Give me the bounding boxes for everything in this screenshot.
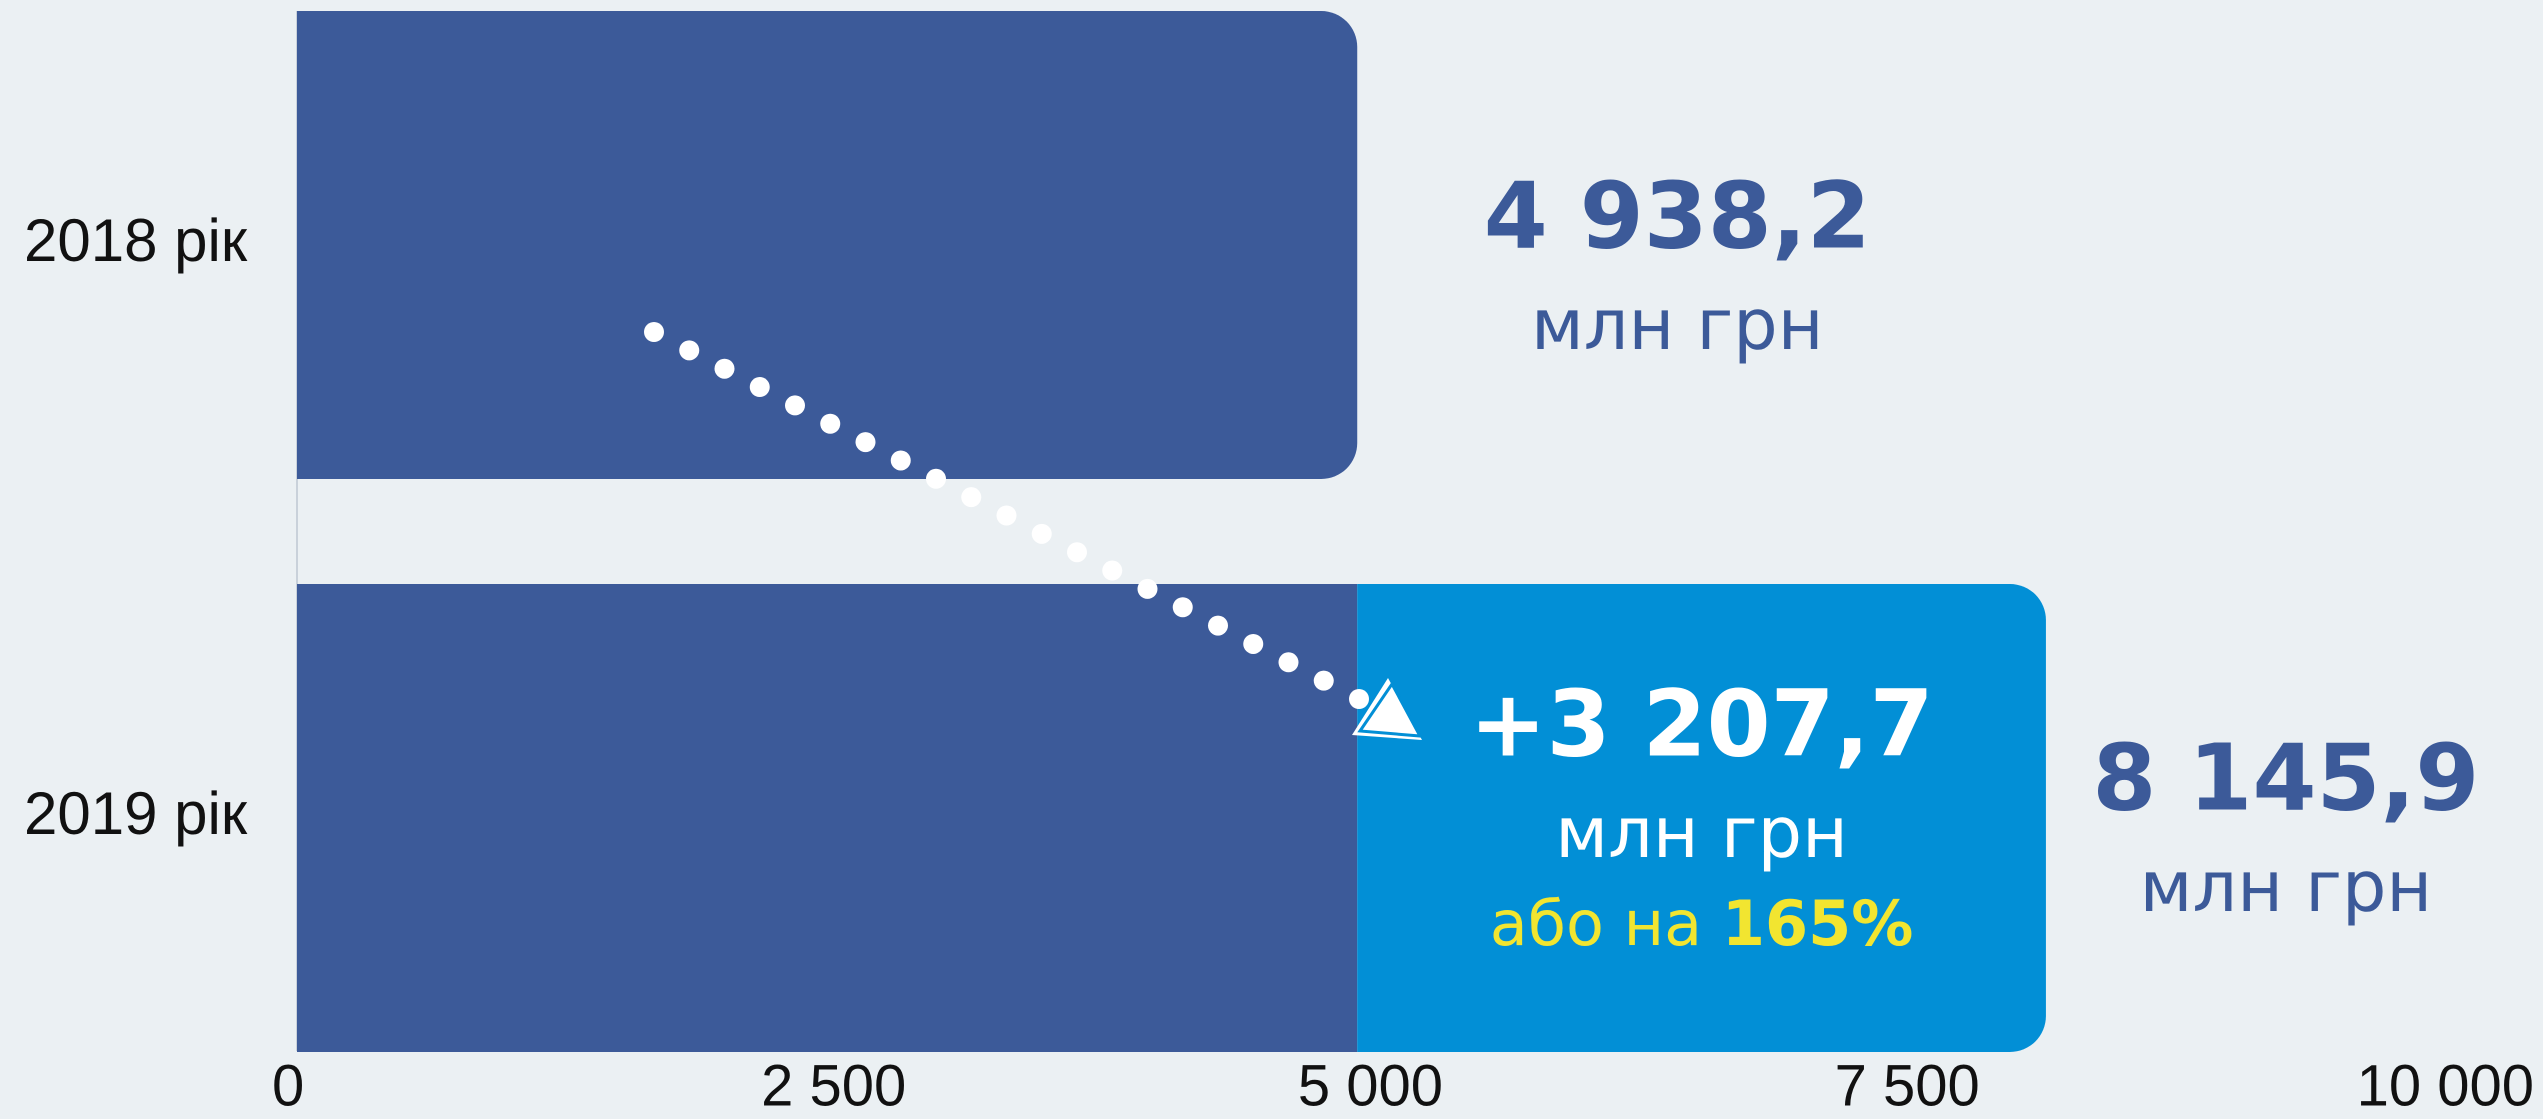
- category-label: 2018 рік: [24, 207, 248, 274]
- arrow-head-outline: [1357, 681, 1423, 738]
- growth-label: або на 165%: [1490, 887, 1914, 960]
- arrow-dot: [679, 340, 700, 361]
- unit-label: млн грн: [1555, 792, 1848, 874]
- arrow-dot: [1278, 652, 1299, 673]
- x-tick-label: 2 500: [761, 1053, 906, 1118]
- arrow-dot: [961, 487, 982, 508]
- arrow-dot: [855, 432, 876, 453]
- arrow-dot: [1102, 560, 1123, 581]
- arrow: [644, 322, 1423, 740]
- arrow-dot: [1349, 689, 1369, 709]
- unit-label: млн грн: [1531, 284, 1824, 366]
- arrow-dot: [1031, 523, 1052, 544]
- arrow-dot: [1067, 542, 1087, 563]
- arrow-dot: [785, 395, 805, 416]
- bars: [297, 11, 2046, 1052]
- growth-prefix: або на: [1490, 887, 1722, 960]
- arrow-dot: [644, 322, 664, 342]
- arrow-dot: [996, 505, 1017, 526]
- bar: [1357, 584, 2046, 1052]
- arrow-dot: [1172, 597, 1193, 618]
- category-label: 2019 рік: [24, 780, 248, 847]
- growth-value: 165%: [1722, 887, 1914, 960]
- arrow-head: [1352, 678, 1422, 740]
- arrow-dot: [820, 413, 841, 434]
- x-tick-label: 5 000: [1298, 1053, 1443, 1118]
- arrow-dot: [1313, 670, 1334, 691]
- arrow-dot: [1208, 615, 1228, 636]
- total-label: 8 145,9: [2092, 724, 2479, 831]
- arrow-dot: [890, 450, 911, 471]
- arrow-dot: [714, 358, 735, 379]
- value-label: +3 207,7: [1470, 670, 1934, 777]
- arrow-dot: [1137, 578, 1158, 599]
- x-tick-label: 0: [272, 1053, 304, 1118]
- labels: 0 2 500 5 000 7 500 10 000 2018 рік 4 938,2 млн…: [24, 162, 2534, 1118]
- bar: [297, 11, 1358, 479]
- bar: [297, 584, 1358, 1052]
- arrow-dot: [926, 468, 946, 489]
- x-tick-label: 7 500: [1835, 1053, 1980, 1118]
- unit-label: млн грн: [2140, 846, 2433, 928]
- arrow-dot: [1243, 633, 1264, 654]
- x-tick-label: 10 000: [2357, 1053, 2534, 1118]
- value-label: 4 938,2: [1484, 162, 1871, 269]
- arrow-dot: [749, 377, 770, 398]
